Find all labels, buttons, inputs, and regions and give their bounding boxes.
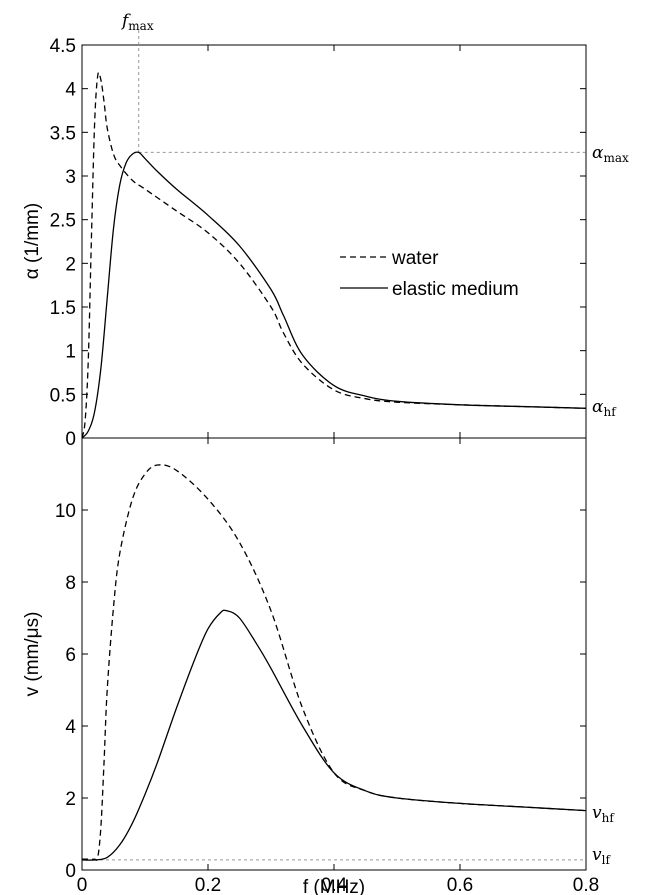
annotation-f-max-symbol: f	[120, 11, 131, 31]
top-series-elastic-medium	[81, 151, 587, 439]
top-ytick-label: 0.5	[50, 385, 76, 406]
annotation-v-hf-symbol: v	[592, 803, 602, 823]
xtick-label: 0	[77, 875, 88, 895]
annotation-v-lf: vlf	[592, 845, 611, 867]
bottom-panel: 0 2 4 6 8 10 0 0.2 0.4 0.6 0.8 v (mm/μs) f (MHz) v…	[22, 437, 615, 895]
xtick-label: 0.8	[573, 875, 599, 895]
bottom-plot-frame	[81, 437, 587, 871]
bottom-ytick-label: 6	[65, 645, 76, 666]
top-ytick-label: 2	[65, 254, 76, 275]
annotation-v-lf-subscript: lf	[602, 853, 612, 867]
top-panel: 0 0.5 1 1.5 2 2.5 3 3.5 4 4.5 α (1/mm) water elas…	[22, 11, 629, 450]
top-ytick-label: 4.5	[50, 36, 76, 57]
top-ytick-label: 3	[65, 167, 76, 188]
bottom-ytick-label: 0	[65, 861, 76, 882]
top-y-axis-label: α (1/mm)	[22, 203, 43, 279]
xtick-label: 0.2	[195, 875, 221, 895]
top-ytick-label: 3.5	[50, 123, 76, 144]
legend: water elastic medium	[340, 248, 519, 300]
top-ytick-label: 1	[65, 342, 76, 363]
annotation-f-max-subscript: max	[128, 19, 154, 33]
annotation-alpha-hf: αhf	[592, 397, 617, 419]
annotation-alpha-hf-symbol: α	[592, 397, 604, 417]
bottom-ytick-label: 4	[65, 717, 76, 738]
bottom-ytick-label: 10	[55, 501, 76, 522]
annotation-v-hf-subscript: hf	[602, 811, 616, 825]
annotation-f-max: fmax	[120, 11, 154, 33]
xtick-label: 0.6	[447, 875, 473, 895]
top-reference-lines	[138, 30, 586, 153]
top-ytick-label: 2.5	[50, 211, 76, 232]
annotation-alpha-max-symbol: α	[592, 143, 604, 163]
bottom-series-water	[81, 464, 587, 861]
legend-label-water: water	[391, 248, 439, 269]
bottom-series	[81, 464, 587, 861]
xtick-label: 0.4	[321, 875, 348, 895]
annotation-v-hf: vhf	[592, 803, 615, 825]
bottom-ytick-label: 8	[65, 573, 76, 594]
top-ticks: 0 0.5 1 1.5 2 2.5 3 3.5 4 4.5	[50, 36, 587, 450]
annotation-alpha-max: αmax	[592, 143, 629, 165]
bottom-ticks: 0 2 4 6 8 10 0 0.2 0.4 0.6 0.8	[55, 438, 599, 895]
x-axis-label: f (MHz)	[303, 877, 365, 895]
annotation-alpha-hf-subscript: hf	[603, 405, 617, 419]
legend-label-elastic-medium: elastic medium	[392, 279, 519, 300]
top-ytick-label: 1.5	[50, 298, 76, 319]
bottom-y-axis-label: v (mm/μs)	[22, 612, 43, 697]
bottom-series-elastic-medium	[81, 609, 587, 861]
bottom-ytick-label: 2	[65, 789, 76, 810]
top-series	[81, 71, 587, 439]
annotation-v-lf-symbol: v	[592, 845, 602, 865]
annotation-alpha-max-subscript: max	[603, 151, 629, 165]
top-series-water	[81, 71, 587, 439]
top-ytick-label: 4	[65, 80, 76, 101]
top-ytick-label: 0	[65, 429, 76, 450]
top-plot-frame	[81, 44, 587, 439]
